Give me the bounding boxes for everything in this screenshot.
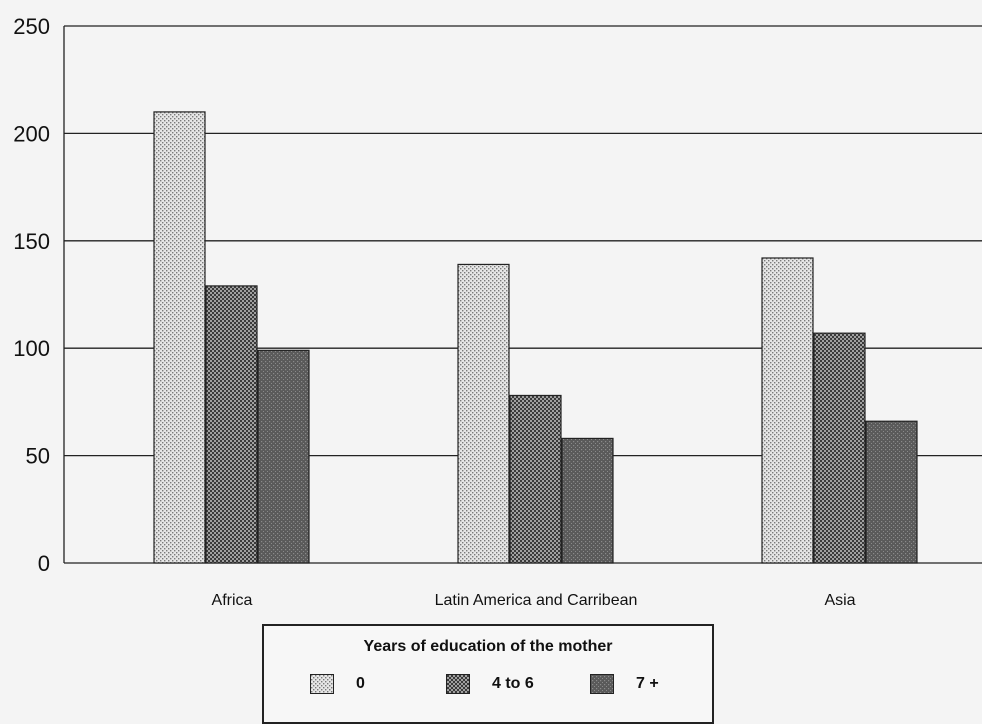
legend-item-2: 7 + [590,674,659,694]
legend: Years of education of the mother 0 4 to … [262,624,714,724]
bars [153,111,918,564]
bar-0-2 [257,349,310,564]
y-axis: 0 50 100 150 200 250 [13,14,65,576]
legend-title: Years of education of the mother [363,638,613,655]
bar-1-1 [509,394,562,564]
bar-2-2 [865,420,918,564]
y-tick-label-0: 0 [38,551,50,576]
x-tick-label-0: Africa [212,592,253,609]
bar-1-2 [561,437,614,564]
bar-1-0 [457,263,510,564]
x-tick-label-2: Asia [824,592,855,609]
legend-swatch-2 [590,674,614,694]
legend-item-0: 0 [310,674,365,694]
legend-swatch-1 [446,674,470,694]
legend-label-2: 7 + [636,675,659,692]
x-tick-label-1: Latin America and Carribean [435,592,638,609]
y-tick-label-200: 200 [13,121,50,146]
bar-2-0 [761,257,814,564]
y-tick-label-100: 100 [13,336,50,361]
bar-0-0 [153,111,206,564]
y-tick-label-50: 50 [26,444,50,469]
legend-label-0: 0 [356,675,365,692]
bar-0-1 [205,285,258,564]
y-tick-label-150: 150 [13,229,50,254]
y-tick-label-250: 250 [13,14,50,39]
legend-label-1: 4 to 6 [492,675,534,692]
bar-2-1 [813,332,866,564]
x-axis-labels: Africa Latin America and Carribean Asia [212,592,856,609]
legend-swatch-0 [310,674,334,694]
legend-item-1: 4 to 6 [446,674,534,694]
